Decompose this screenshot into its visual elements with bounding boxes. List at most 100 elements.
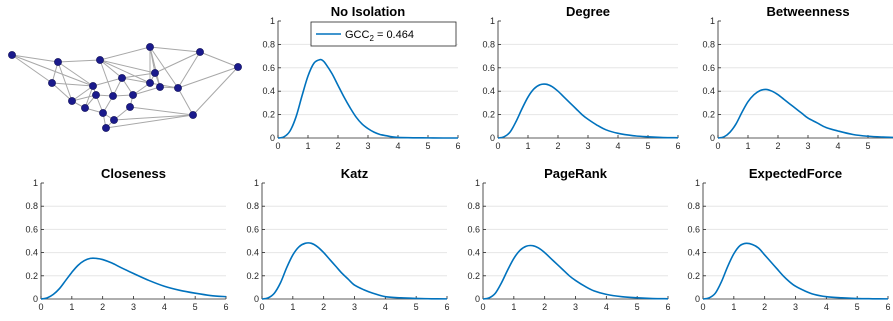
x-tick-label: 2	[555, 141, 560, 151]
x-tick-label: 4	[604, 302, 609, 312]
panel-title: Degree	[566, 4, 610, 19]
y-tick-label: 0.2	[702, 110, 715, 120]
x-tick-label: 5	[635, 302, 640, 312]
network-edge	[177, 66, 239, 89]
chart-panel: 0 0.2 0.4 0.6 0.8 1 0 1 2 3 4 5 6 Closeness	[25, 166, 228, 312]
network-node	[196, 48, 204, 56]
series-line	[717, 88, 893, 139]
chart-panel: 0 0.2 0.4 0.6 0.8 1 0 1 2 3 4 5 6 Katz	[246, 166, 449, 312]
x-tick-label: 1	[69, 302, 74, 312]
x-tick-label: 5	[414, 302, 419, 312]
y-tick-label: 0.6	[25, 224, 38, 234]
network-node	[151, 69, 159, 77]
network-node	[110, 116, 118, 124]
y-tick-label: 0.4	[702, 86, 715, 96]
network-node	[189, 111, 197, 119]
x-tick-label: 6	[675, 141, 680, 151]
network-graph	[8, 43, 242, 132]
y-tick-label: 0	[475, 294, 480, 304]
x-tick-label: 4	[824, 302, 829, 312]
chart-panel: 00.20.40.60.810123456Betweenness	[702, 4, 893, 151]
y-tick-label: 0.6	[467, 224, 480, 234]
plot-area	[262, 183, 447, 299]
network-edge	[105, 114, 194, 129]
network-edge	[149, 46, 179, 89]
network-node	[92, 91, 100, 99]
network-edge	[57, 61, 73, 102]
x-tick-label: 1	[305, 141, 310, 151]
y-tick-label: 0.2	[262, 110, 275, 120]
network-node	[8, 51, 16, 59]
x-tick-label: 6	[665, 302, 670, 312]
legend: GCC2 = 0.464	[310, 21, 457, 47]
network-edge	[99, 59, 114, 97]
y-tick-label: 0.2	[246, 271, 259, 281]
chart-panel: 0 0.2 0.4 0.6 0.8 1 0 1 2 3 4 5 6 ExpectedForce	[687, 166, 890, 312]
network-edge	[177, 87, 194, 116]
y-tick-label: 1	[710, 16, 715, 26]
network-edge	[177, 51, 201, 89]
y-tick-label: 0.6	[702, 63, 715, 73]
x-tick-label: 1	[745, 141, 750, 151]
y-tick-label: 0.4	[25, 248, 38, 258]
y-tick-label: 0	[695, 294, 700, 304]
y-tick-label: 0	[270, 133, 275, 143]
x-tick-label: 2	[542, 302, 547, 312]
network-edge	[99, 59, 123, 79]
legend-label: GCC2 = 0.464	[345, 29, 414, 43]
x-tick-label: 6	[223, 302, 228, 312]
y-tick-label: 0.4	[467, 248, 480, 258]
x-tick-label: 2	[100, 302, 105, 312]
y-tick-label: 0.2	[687, 271, 700, 281]
plot-area	[703, 183, 888, 299]
y-tick-label: 1	[490, 16, 495, 26]
legend-label-subscript: 2	[369, 34, 374, 43]
x-tick-label: 3	[793, 302, 798, 312]
network-edge	[199, 51, 239, 68]
x-tick-label: 1	[290, 302, 295, 312]
network-edge	[149, 46, 161, 88]
x-tick-label: 4	[615, 141, 620, 151]
x-tick-label: 4	[835, 141, 840, 151]
y-tick-label: 0.8	[482, 39, 495, 49]
network-node	[89, 82, 97, 90]
x-tick-label: 3	[365, 141, 370, 151]
x-tick-label: 5	[193, 302, 198, 312]
y-tick-label: 0.8	[687, 201, 700, 211]
y-tick-label: 0.4	[262, 86, 275, 96]
y-tick-label: 0.4	[482, 86, 495, 96]
y-tick-label: 0.8	[25, 201, 38, 211]
series-line	[497, 83, 679, 139]
x-tick-label: 4	[162, 302, 167, 312]
x-tick-label: 0	[259, 302, 264, 312]
y-tick-label: 1	[33, 178, 38, 188]
series-line	[40, 257, 227, 300]
y-tick-label: 1	[695, 178, 700, 188]
y-tick-label: 0	[710, 133, 715, 143]
plot-area	[483, 183, 668, 299]
y-tick-label: 1	[254, 178, 259, 188]
network-node	[146, 43, 154, 51]
x-tick-label: 0	[38, 302, 43, 312]
y-tick-label: 0.8	[702, 39, 715, 49]
network-node	[109, 92, 117, 100]
x-tick-label: 3	[585, 141, 590, 151]
network-node	[146, 79, 154, 87]
series-line	[482, 244, 669, 300]
x-tick-label: 0	[480, 302, 485, 312]
network-edge	[71, 94, 97, 102]
x-tick-label: 5	[425, 141, 430, 151]
y-tick-label: 0.2	[482, 110, 495, 120]
x-tick-label: 0	[495, 141, 500, 151]
network-node	[54, 58, 62, 66]
y-tick-label: 0.2	[25, 271, 38, 281]
x-tick-label: 2	[762, 302, 767, 312]
y-tick-label: 0.6	[482, 63, 495, 73]
network-edge	[57, 59, 101, 63]
network-edge	[51, 82, 73, 102]
legend-label-main: GCC	[345, 29, 370, 41]
y-tick-label: 0.6	[262, 63, 275, 73]
panel-title: No Isolation	[331, 4, 405, 19]
network-node	[81, 104, 89, 112]
